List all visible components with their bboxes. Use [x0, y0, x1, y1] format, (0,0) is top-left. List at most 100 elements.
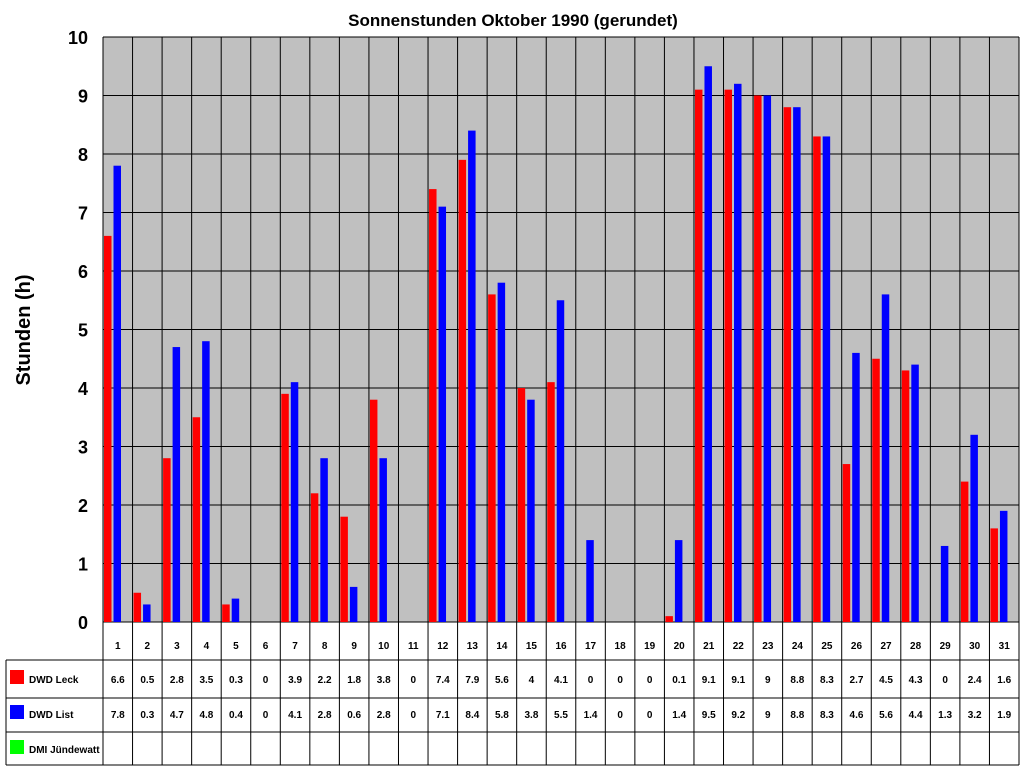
bar-dwd-list: [290, 382, 299, 622]
data-label: 3.9: [288, 675, 302, 686]
bar-dwd-list: [763, 95, 772, 622]
bar-dwd-leck: [163, 458, 171, 622]
bar-dwd-leck: [458, 159, 467, 622]
x-tick-label: 15: [526, 641, 538, 652]
bar-dwd-leck: [104, 235, 112, 622]
data-label: 7.8: [111, 710, 125, 721]
x-tick-label: 4: [204, 641, 210, 652]
data-label: 2.2: [318, 675, 332, 686]
data-label: 0: [617, 675, 623, 686]
bar-dwd-leck: [694, 89, 703, 622]
data-label: 0.4: [229, 710, 243, 721]
bar-dwd-list: [734, 83, 742, 623]
x-tick-label: 18: [615, 641, 627, 652]
x-tick-label: 12: [437, 641, 449, 652]
data-label: 8.8: [790, 675, 804, 686]
x-tick-label: 20: [674, 641, 686, 652]
data-label: 5.6: [495, 675, 509, 686]
data-label: 0: [263, 675, 269, 686]
x-tick-label: 28: [910, 641, 922, 652]
y-tick-label: 3: [78, 438, 88, 458]
bar-dwd-leck: [281, 393, 289, 622]
bar-dwd-leck: [517, 388, 526, 622]
data-label: 8.3: [820, 710, 834, 721]
y-axis-ticks: 0 1 2 3 4 5 6 7 8 9 10: [68, 28, 88, 633]
data-label: 2.8: [318, 710, 332, 721]
bar-dwd-leck: [310, 493, 319, 622]
y-tick-label: 9: [78, 87, 88, 107]
y-tick-label: 2: [78, 496, 88, 516]
x-tick-label: 9: [351, 641, 357, 652]
legend-entry: DWD Leck: [29, 675, 79, 686]
data-label: 1.4: [672, 710, 686, 721]
bar-dwd-list: [172, 347, 181, 622]
data-label: 0: [942, 675, 948, 686]
bar-dwd-list: [143, 604, 151, 622]
data-label: 6.6: [111, 675, 125, 686]
data-label: 1.4: [584, 710, 598, 721]
x-tick-label: 6: [263, 641, 269, 652]
x-tick-label: 19: [644, 641, 656, 652]
x-tick-label: 25: [821, 641, 833, 652]
data-label: 2.8: [170, 675, 184, 686]
bar-dwd-list: [349, 586, 358, 622]
y-tick-label: 5: [78, 321, 88, 341]
bar-dwd-list: [231, 598, 240, 622]
x-tick-label: 27: [880, 641, 892, 652]
bar-dwd-leck: [488, 294, 496, 622]
data-label: 9.1: [731, 675, 745, 686]
gridlines: [102, 36, 1020, 765]
bar-dwd-list: [556, 300, 565, 622]
data-label: 4.4: [909, 710, 923, 721]
legend-swatch: [10, 740, 24, 754]
x-tick-label: 30: [969, 641, 981, 652]
bar-dwd-list: [970, 434, 978, 622]
x-tick-label: 1: [115, 641, 121, 652]
bar-dwd-list: [999, 510, 1008, 622]
data-label: 0: [647, 710, 653, 721]
data-label: 9.5: [702, 710, 716, 721]
data-label: 0: [263, 710, 269, 721]
data-label: 7.9: [465, 675, 479, 686]
data-label: 5.5: [554, 710, 568, 721]
data-label: 1.9: [997, 710, 1011, 721]
bar-dwd-list: [704, 66, 712, 622]
data-label: 1.3: [938, 710, 952, 721]
y-axis-label: Stunden (h): [13, 274, 35, 385]
data-label: 1.8: [347, 675, 361, 686]
x-tick-label: 8: [322, 641, 328, 652]
data-label: 0.6: [347, 710, 361, 721]
data-label: 4.7: [170, 710, 184, 721]
bar-dwd-list: [438, 206, 447, 622]
data-label: 3.8: [377, 675, 391, 686]
bar-dwd-list: [113, 165, 121, 622]
bar-dwd-leck: [222, 604, 230, 622]
bar-dwd-list: [911, 364, 919, 622]
x-tick-label: 23: [762, 641, 774, 652]
data-label: 4.1: [288, 710, 302, 721]
x-tick-label: 7: [292, 641, 298, 652]
bar-dwd-leck: [429, 189, 437, 622]
data-label: 4.3: [909, 675, 923, 686]
data-label: 8.3: [820, 675, 834, 686]
bar-dwd-leck: [783, 107, 792, 622]
data-table: 1 2 3 4 5 6 7 8 9 10 11 12 13 14 15 16 17 18 19 20 21 22 23 24 2…: [5, 622, 1020, 766]
x-tick-label: 21: [703, 641, 715, 652]
bar-dwd-leck: [133, 592, 142, 622]
x-tick-label: 13: [467, 641, 479, 652]
x-tick-label: 10: [378, 641, 390, 652]
data-label: 0: [588, 675, 594, 686]
x-tick-label: 26: [851, 641, 863, 652]
data-label: 7.1: [436, 710, 450, 721]
bar-dwd-leck: [665, 616, 673, 622]
x-tick-label: 2: [145, 641, 151, 652]
data-label: 4.1: [554, 675, 568, 686]
x-tick-label: 17: [585, 641, 597, 652]
chart-title: Sonnenstunden Oktober 1990 (gerundet): [348, 11, 678, 30]
data-label: 2.4: [968, 675, 982, 686]
data-label: 0: [410, 675, 416, 686]
bar-dwd-list: [822, 136, 831, 622]
bar-dwd-leck: [192, 417, 201, 622]
data-label: 0: [410, 710, 416, 721]
